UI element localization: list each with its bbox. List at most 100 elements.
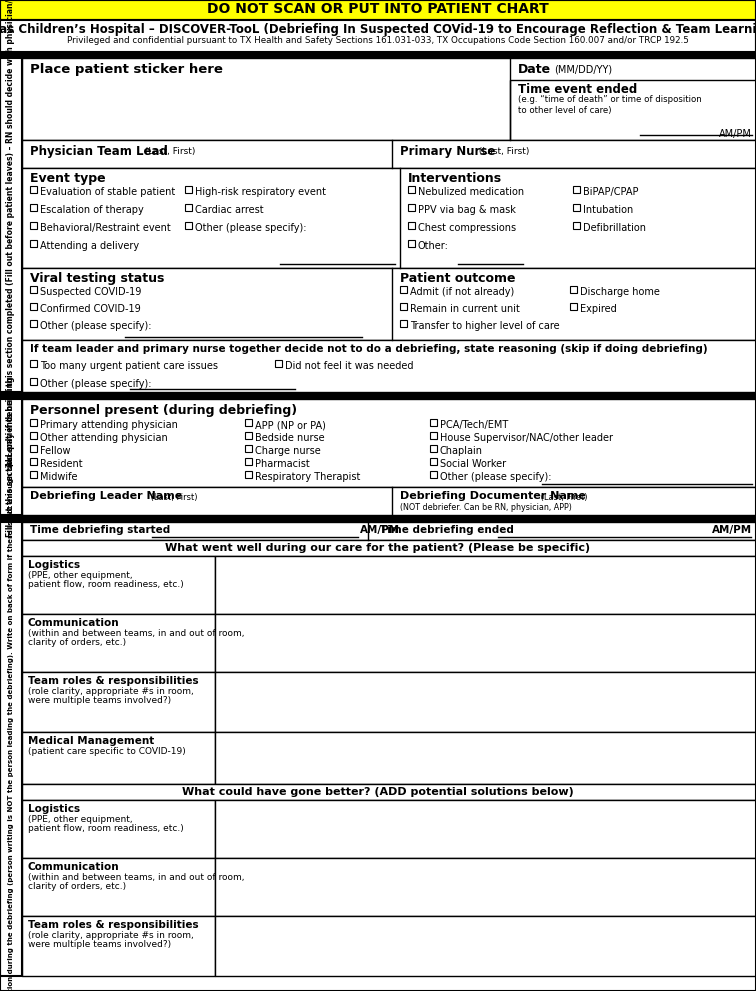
Bar: [22, 522, 756, 540]
Text: Suspected COVID-19: Suspected COVID-19: [40, 287, 141, 297]
Bar: [22, 140, 756, 168]
Text: Transfer to higher level of care: Transfer to higher level of care: [410, 321, 559, 331]
Bar: [30, 204, 36, 210]
Bar: [430, 445, 436, 452]
Bar: [22, 58, 756, 140]
Text: Other (please specify):: Other (please specify):: [40, 321, 151, 331]
Bar: [30, 458, 36, 465]
Bar: [570, 303, 577, 309]
Text: Charge nurse: Charge nurse: [255, 446, 321, 456]
Bar: [408, 204, 414, 210]
Text: Debriefing Documenter Name: Debriefing Documenter Name: [400, 491, 586, 501]
Text: Place patient sticker here: Place patient sticker here: [30, 63, 223, 76]
Text: Other (please specify):: Other (please specify):: [40, 379, 151, 389]
Text: Pharmacist: Pharmacist: [255, 459, 310, 469]
Bar: [215, 858, 756, 916]
Text: patient flow, room readiness, etc.): patient flow, room readiness, etc.): [28, 824, 184, 833]
Bar: [22, 487, 756, 515]
Text: APP (NP or PA): APP (NP or PA): [255, 420, 326, 430]
Text: Logistics: Logistics: [28, 804, 80, 814]
Text: Discharge home: Discharge home: [580, 287, 660, 297]
Text: patient flow, room readiness, etc.): patient flow, room readiness, etc.): [28, 580, 184, 589]
Text: clarity of orders, etc.): clarity of orders, etc.): [28, 882, 126, 891]
Text: (Last, First): (Last, First): [142, 147, 195, 156]
Text: Other attending physician: Other attending physician: [40, 433, 168, 443]
Bar: [30, 222, 36, 229]
Text: (e.g. “time of death” or time of disposition: (e.g. “time of death” or time of disposi…: [518, 95, 702, 104]
Text: Personnel present (during debriefing): Personnel present (during debriefing): [30, 404, 297, 417]
Text: Time event ended: Time event ended: [518, 83, 637, 96]
Text: Other (please specify):: Other (please specify):: [440, 472, 551, 482]
Text: clarity of orders, etc.): clarity of orders, etc.): [28, 638, 126, 647]
Bar: [573, 222, 580, 229]
Text: Date: Date: [518, 63, 551, 76]
Bar: [22, 540, 756, 556]
Bar: [215, 614, 756, 672]
Bar: [22, 784, 756, 800]
Bar: [573, 204, 580, 210]
Text: Time debriefing started: Time debriefing started: [30, 525, 170, 535]
Bar: [0, 392, 756, 399]
Bar: [30, 360, 36, 367]
Bar: [275, 360, 281, 367]
Text: Logistics: Logistics: [28, 560, 80, 570]
Text: Confirmed COVID-19: Confirmed COVID-19: [40, 304, 141, 314]
Bar: [430, 432, 436, 438]
Text: Other (please specify):: Other (please specify):: [195, 223, 306, 233]
Bar: [30, 378, 36, 385]
Bar: [408, 186, 414, 192]
Bar: [22, 399, 756, 487]
Text: BiPAP/CPAP: BiPAP/CPAP: [583, 187, 639, 197]
Bar: [30, 432, 36, 438]
Text: Primary attending physician: Primary attending physician: [40, 420, 178, 430]
Text: ALL patients need this section completed (Fill out before patient leaves) – RN s: ALL patients need this section completed…: [7, 0, 16, 468]
Bar: [215, 800, 756, 858]
Bar: [185, 186, 191, 192]
Bar: [245, 445, 252, 452]
Text: DO NOT SCAN OR PUT INTO PATIENT CHART: DO NOT SCAN OR PUT INTO PATIENT CHART: [207, 2, 549, 16]
Text: AM/PM: AM/PM: [360, 525, 400, 535]
Text: Patient outcome: Patient outcome: [400, 272, 516, 285]
Text: (role clarity, appropriate #s in room,: (role clarity, appropriate #s in room,: [28, 687, 194, 696]
Bar: [215, 916, 756, 976]
Text: Chest compressions: Chest compressions: [418, 223, 516, 233]
Text: What went well during our care for the patient? (Please be specific): What went well during our care for the p…: [166, 543, 590, 553]
Bar: [245, 458, 252, 465]
Text: AM/PM: AM/PM: [719, 129, 752, 139]
Bar: [245, 471, 252, 478]
Text: (within and between teams, in and out of room,: (within and between teams, in and out of…: [28, 629, 244, 638]
Bar: [30, 471, 36, 478]
Text: Debriefing Leader Name: Debriefing Leader Name: [30, 491, 182, 501]
Text: Intubation: Intubation: [583, 205, 634, 215]
Text: Escalation of therapy: Escalation of therapy: [40, 205, 144, 215]
Text: Communication: Communication: [28, 862, 119, 872]
Text: were multiple teams involved?): were multiple teams involved?): [28, 940, 171, 949]
Text: Resident: Resident: [40, 459, 82, 469]
Bar: [510, 80, 756, 140]
Text: Evaluation of stable patient: Evaluation of stable patient: [40, 187, 175, 197]
Text: Behavioral/Restraint event: Behavioral/Restraint event: [40, 223, 171, 233]
Bar: [0, 515, 756, 522]
Bar: [22, 556, 215, 614]
Text: were multiple teams involved?): were multiple teams involved?): [28, 696, 171, 705]
Bar: [0, 58, 22, 392]
Text: Physician Team Lead: Physician Team Lead: [30, 145, 168, 158]
Bar: [30, 445, 36, 452]
Bar: [22, 858, 215, 916]
Text: If team leader and primary nurse together decide not to do a debriefing, state r: If team leader and primary nurse togethe…: [30, 344, 708, 354]
Text: (MM/DD/YY): (MM/DD/YY): [554, 65, 612, 75]
Text: Medical Management: Medical Management: [28, 736, 154, 746]
Bar: [0, 399, 22, 515]
Text: Team roles & responsibilities: Team roles & responsibilities: [28, 920, 199, 930]
Text: Chaplain: Chaplain: [440, 446, 483, 456]
Text: Communication: Communication: [28, 618, 119, 628]
Text: Time debriefing ended: Time debriefing ended: [380, 525, 514, 535]
Bar: [215, 556, 756, 614]
Text: Texas Children’s Hospital – DISCOVER-TooL (Debriefing In Suspected COVid-19 to E: Texas Children’s Hospital – DISCOVER-Too…: [0, 23, 756, 36]
Text: Defibrillation: Defibrillation: [583, 223, 646, 233]
Bar: [185, 204, 191, 210]
Bar: [430, 471, 436, 478]
Text: Fill out this section only if debriefing: Fill out this section only if debriefing: [7, 377, 16, 537]
Bar: [22, 800, 215, 858]
Text: Other:: Other:: [418, 241, 449, 251]
